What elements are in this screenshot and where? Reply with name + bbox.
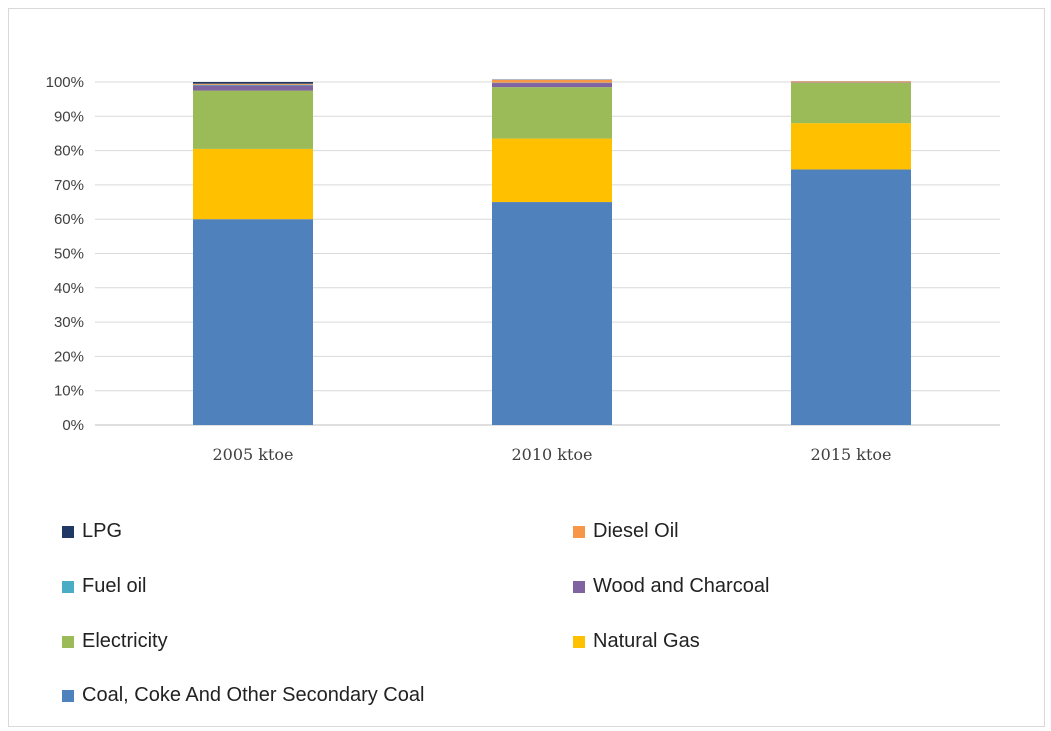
legend-swatch xyxy=(573,580,585,593)
y-tick-label: 30% xyxy=(54,314,84,331)
y-tick-label: 100% xyxy=(46,74,84,91)
legend-label: LPG xyxy=(82,520,123,542)
legend-swatch xyxy=(62,689,74,702)
legend-swatch xyxy=(573,635,585,648)
legend-label: Wood and Charcoal xyxy=(593,575,770,597)
x-tick-label: 2015 ktoe xyxy=(810,445,891,464)
legend-item: Coal, Coke And Other Secondary Coal xyxy=(62,684,424,707)
legend-label: Fuel oil xyxy=(82,575,147,597)
y-tick-label: 90% xyxy=(54,108,84,125)
bar-segment xyxy=(193,219,313,425)
bar-segment xyxy=(193,148,313,220)
bar-segment xyxy=(492,79,612,83)
y-tick-label: 50% xyxy=(54,246,84,263)
y-tick-label: 80% xyxy=(54,143,84,160)
x-axis-tick-labels: 2005 ktoe 2010 ktoe 2015 ktoe xyxy=(212,445,891,464)
y-tick-label: 40% xyxy=(54,280,84,297)
y-axis-tick-labels: 0% 10% 20% 30% 40% 50% 60% 70% 80% 90% 100% xyxy=(46,74,84,434)
legend-item: Electricity xyxy=(62,630,168,653)
legend-label: Natural Gas xyxy=(593,630,700,652)
y-tick-label: 70% xyxy=(54,177,84,194)
legend-label: Diesel Oil xyxy=(593,520,679,542)
legend-item: Natural Gas xyxy=(573,630,700,653)
bar-segment xyxy=(791,83,911,124)
bar-segment xyxy=(193,82,313,84)
bars xyxy=(193,79,911,425)
y-tick-label: 0% xyxy=(62,417,84,434)
legend-item: Wood and Charcoal xyxy=(573,575,769,598)
legend-swatch xyxy=(62,580,74,593)
bar-segment xyxy=(193,90,313,149)
legend-swatch xyxy=(62,525,74,538)
bar-segment xyxy=(492,87,612,139)
bar-segment xyxy=(492,83,612,88)
legend-item: Fuel oil xyxy=(62,575,146,598)
bar-segment xyxy=(193,85,313,91)
legend-swatch xyxy=(573,525,585,538)
bar-segment xyxy=(791,169,911,425)
y-tick-label: 60% xyxy=(54,211,84,228)
legend-item: Diesel Oil xyxy=(573,520,679,543)
y-tick-label: 10% xyxy=(54,383,84,400)
legend-label: Electricity xyxy=(82,630,168,652)
x-tick-label: 2010 ktoe xyxy=(511,445,592,464)
x-tick-label: 2005 ktoe xyxy=(212,445,293,464)
bar-segment xyxy=(492,202,612,425)
bar-segment xyxy=(193,84,313,86)
bar-segment xyxy=(791,81,911,83)
legend-item: LPG xyxy=(62,520,122,543)
legend-label: Coal, Coke And Other Secondary Coal xyxy=(82,684,425,706)
bar-segment xyxy=(492,138,612,203)
y-tick-label: 20% xyxy=(54,348,84,365)
legend-swatch xyxy=(62,635,74,648)
bar-segment xyxy=(193,83,313,85)
bar-segment xyxy=(791,123,911,170)
